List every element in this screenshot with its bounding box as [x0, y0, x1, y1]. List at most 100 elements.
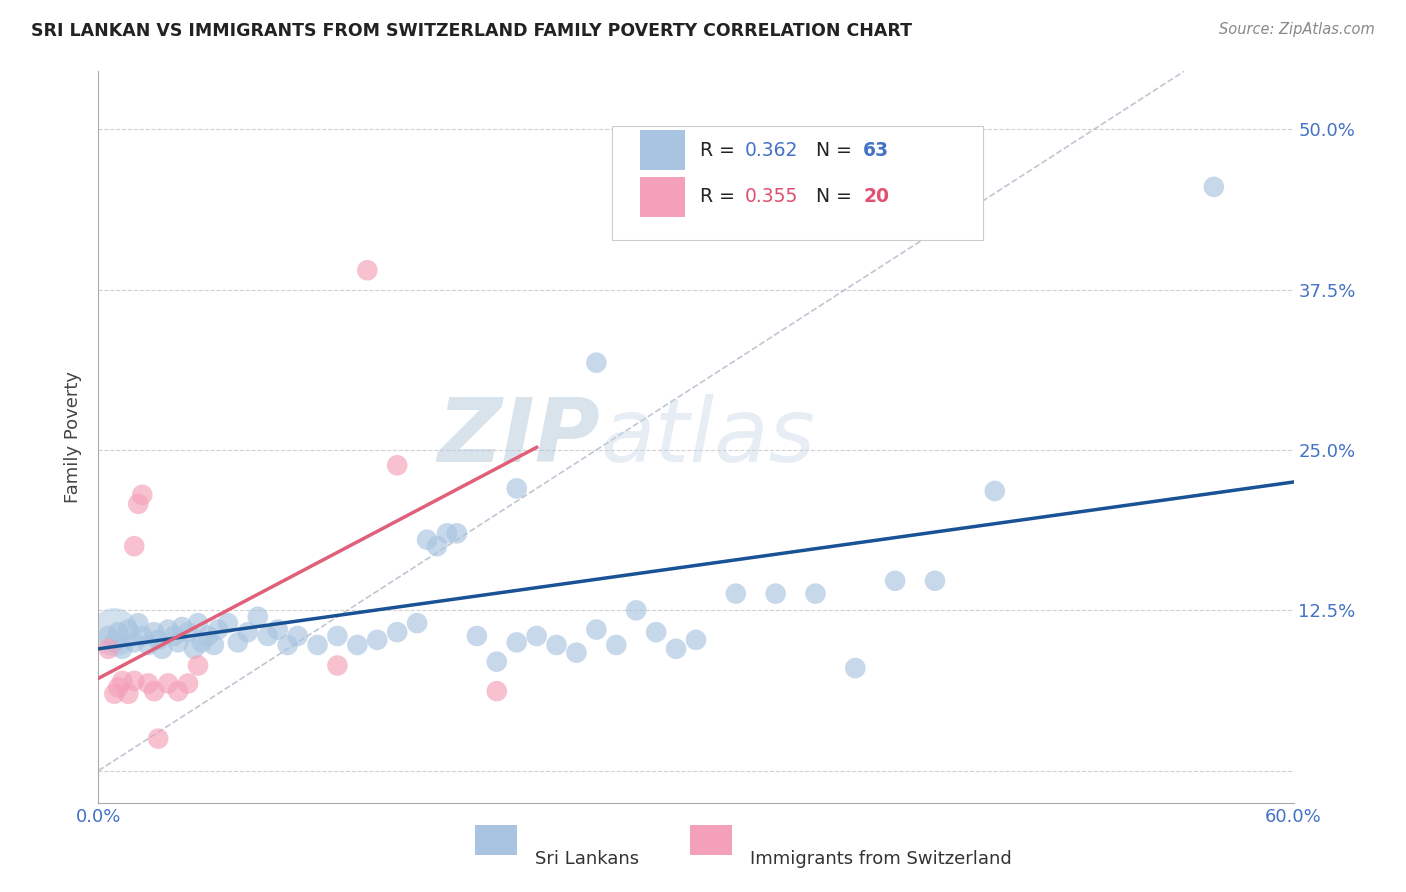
Text: N =: N =	[804, 187, 858, 206]
Point	[150, 641, 173, 656]
Point	[97, 641, 120, 656]
Point	[207, 623, 229, 637]
Point	[436, 526, 458, 541]
Text: 0.362: 0.362	[745, 141, 799, 160]
Point	[1202, 179, 1225, 194]
Text: ZIP: ZIP	[437, 393, 600, 481]
Point	[187, 616, 209, 631]
Point	[984, 483, 1007, 498]
Text: R =: R =	[700, 187, 741, 206]
Text: Immigrants from Switzerland: Immigrants from Switzerland	[749, 850, 1011, 868]
Point	[645, 625, 668, 640]
Point	[107, 681, 129, 695]
Point	[226, 635, 249, 649]
Text: atlas: atlas	[600, 394, 815, 480]
Point	[307, 638, 329, 652]
Point	[665, 641, 688, 656]
Point	[236, 625, 259, 640]
Point	[177, 676, 200, 690]
Point	[626, 603, 648, 617]
Point	[804, 587, 827, 601]
Y-axis label: Family Poverty: Family Poverty	[65, 371, 83, 503]
Text: Source: ZipAtlas.com: Source: ZipAtlas.com	[1219, 22, 1375, 37]
Point	[191, 635, 214, 649]
Point	[685, 632, 707, 647]
Point	[884, 574, 907, 588]
Point	[177, 625, 200, 640]
Point	[485, 684, 508, 698]
Point	[526, 629, 548, 643]
Point	[287, 629, 309, 643]
Point	[506, 482, 529, 496]
Text: 63: 63	[863, 141, 890, 160]
Point	[131, 488, 153, 502]
Text: N =: N =	[804, 141, 858, 160]
Point	[406, 616, 429, 631]
FancyBboxPatch shape	[613, 126, 983, 240]
Point	[277, 638, 299, 652]
FancyBboxPatch shape	[640, 177, 685, 217]
FancyBboxPatch shape	[475, 825, 517, 855]
Point	[103, 635, 125, 649]
Point	[446, 526, 468, 541]
Point	[366, 632, 388, 647]
Point	[136, 638, 159, 652]
Point	[148, 731, 170, 746]
Point	[385, 625, 409, 640]
Point	[117, 687, 139, 701]
Point	[724, 587, 747, 601]
Point	[506, 635, 529, 649]
Point	[485, 655, 508, 669]
Point	[124, 539, 146, 553]
Point	[157, 676, 180, 690]
Point	[131, 629, 153, 643]
Point	[172, 620, 194, 634]
Point	[585, 623, 607, 637]
Point	[103, 625, 125, 640]
Text: Sri Lankans: Sri Lankans	[534, 850, 638, 868]
Point	[546, 638, 568, 652]
Point	[167, 635, 190, 649]
Point	[143, 625, 166, 640]
Point	[163, 629, 186, 643]
Point	[605, 638, 627, 652]
Point	[127, 616, 149, 631]
FancyBboxPatch shape	[640, 130, 685, 170]
Point	[107, 625, 129, 640]
Point	[256, 629, 278, 643]
Point	[103, 687, 125, 701]
Point	[217, 616, 239, 631]
Point	[143, 684, 166, 698]
Point	[111, 641, 134, 656]
Point	[326, 629, 349, 643]
Point	[127, 497, 149, 511]
Text: SRI LANKAN VS IMMIGRANTS FROM SWITZERLAND FAMILY POVERTY CORRELATION CHART: SRI LANKAN VS IMMIGRANTS FROM SWITZERLAN…	[31, 22, 912, 40]
Point	[183, 641, 205, 656]
Point	[124, 673, 146, 688]
Point	[844, 661, 866, 675]
Point	[267, 623, 290, 637]
Point	[416, 533, 439, 547]
Point	[465, 629, 488, 643]
Point	[356, 263, 378, 277]
Point	[924, 574, 946, 588]
Point	[148, 632, 170, 647]
Point	[765, 587, 787, 601]
Point	[117, 623, 139, 637]
Point	[426, 539, 449, 553]
Point	[565, 646, 588, 660]
Point	[202, 638, 225, 652]
Point	[157, 623, 180, 637]
Text: 0.355: 0.355	[745, 187, 799, 206]
Point	[124, 635, 146, 649]
Point	[167, 684, 190, 698]
Point	[97, 629, 120, 643]
Point	[197, 629, 219, 643]
Point	[246, 609, 269, 624]
Point	[326, 658, 349, 673]
Point	[187, 658, 209, 673]
Text: R =: R =	[700, 141, 741, 160]
Point	[585, 356, 607, 370]
FancyBboxPatch shape	[690, 825, 733, 855]
Point	[385, 458, 409, 473]
